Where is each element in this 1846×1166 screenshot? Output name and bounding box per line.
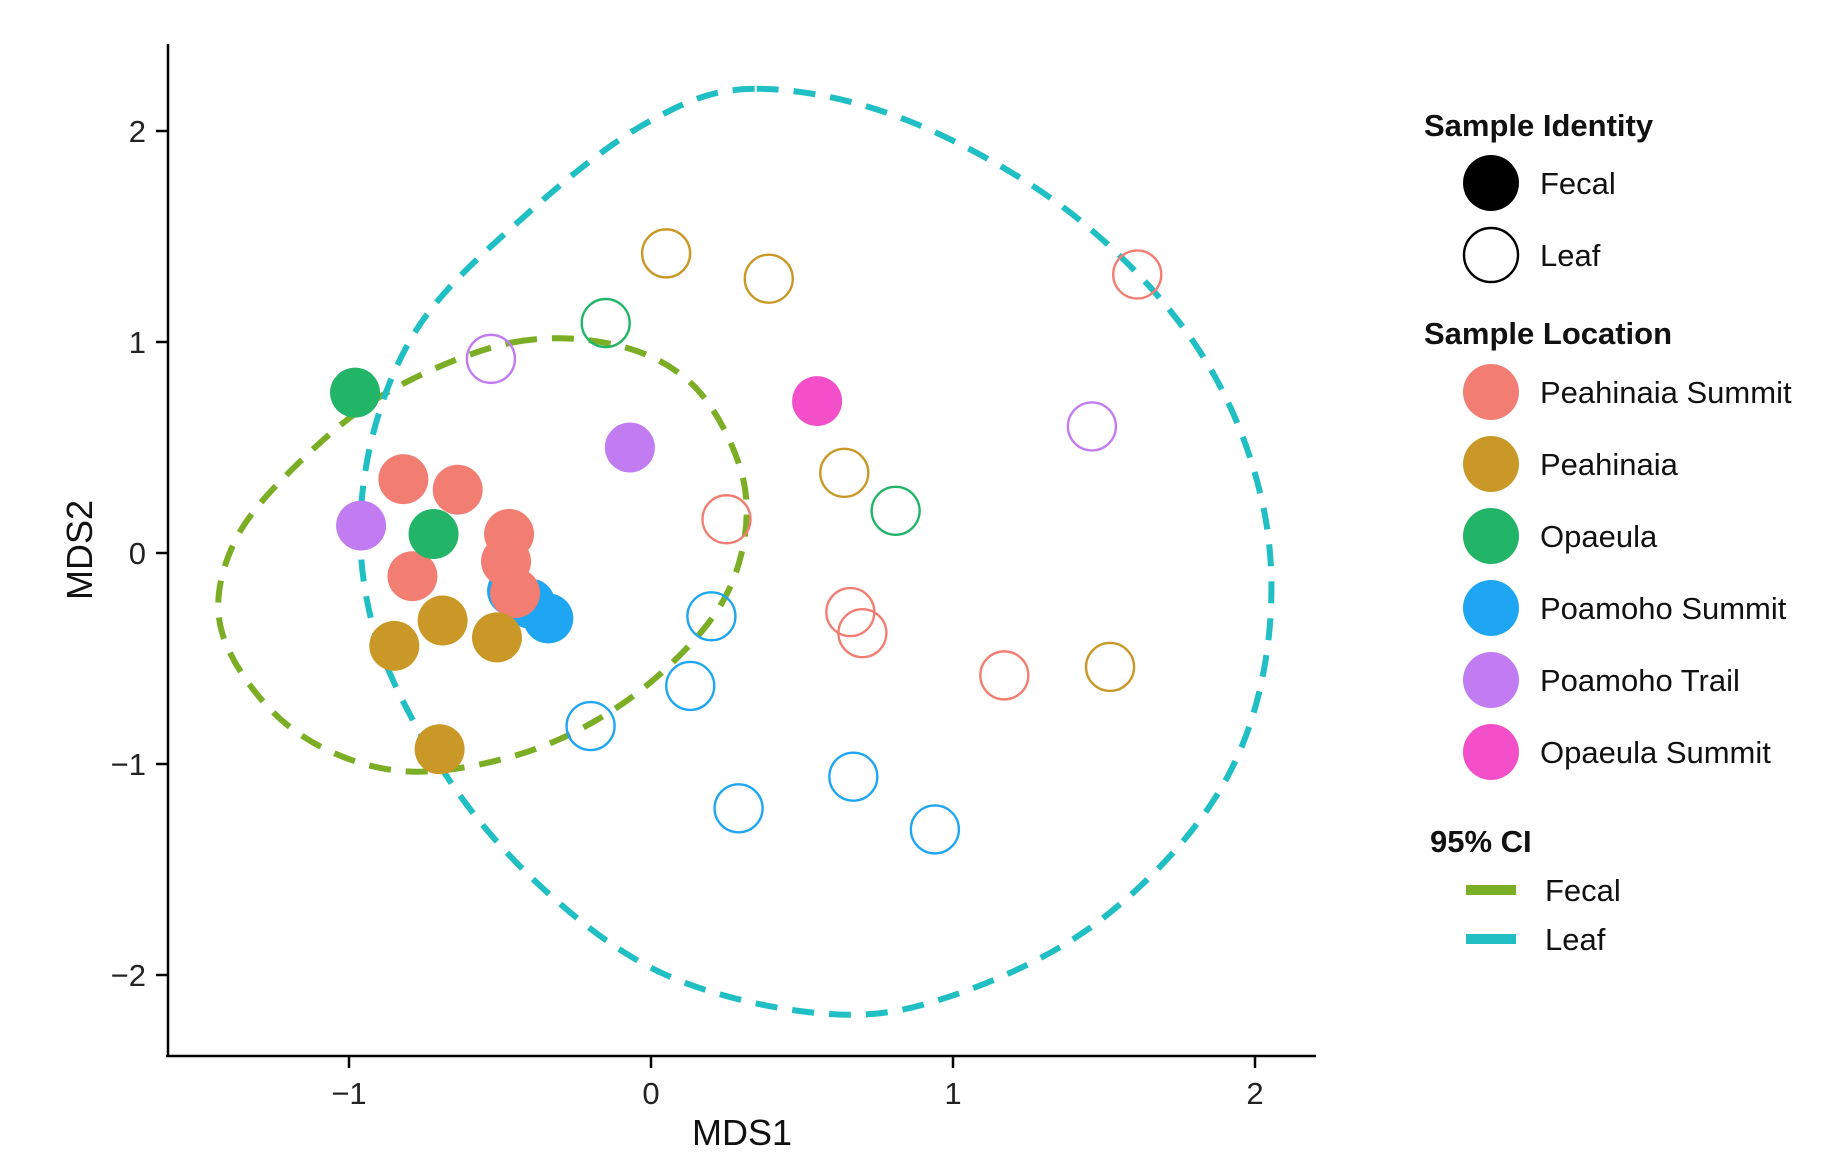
y-tick-label: 0 [129,536,146,571]
point-leaf-peahinaia-summit [979,650,1030,701]
point-leaf-poamoho-summit [713,783,764,834]
legend-identity-swatch-leaf [1462,226,1520,284]
point-fecal-opaeula [408,509,459,560]
y-tick-label: 1 [129,325,146,360]
legend-location-swatch-opaeula-summit [1463,724,1519,780]
point-leaf-poamoho-summit [686,591,737,642]
x-ticks: −1 0 1 2 [331,1056,1264,1111]
legend-identity-label: Leaf [1540,238,1601,273]
x-tick-label: −1 [331,1076,366,1111]
y-tick-label: −1 [111,747,146,782]
x-tick-label: 1 [944,1076,961,1111]
point-fecal-opaeula [330,367,381,418]
legend-location-items: Peahinaia Summit Peahinaia Opaeula Poamoho … [1463,364,1792,780]
point-fecal-peahinaia-summit [378,454,429,505]
point-fecal-peahinaia-summit [432,464,483,515]
point-fecal-peahinaia-summit [490,568,541,619]
point-fecal-peahinaia-summit [387,551,438,602]
confidence-ellipses [215,85,1275,1018]
point-leaf-peahinaia [1084,641,1136,693]
point-leaf-peahinaia [819,447,870,499]
legend-location-label: Opaeula Summit [1540,735,1771,770]
legend-location-swatch-poamoho-summit [1463,580,1519,636]
legend-location-title: Sample Location [1424,316,1672,351]
y-tick-label: 2 [129,114,146,149]
legend-identity-title: Sample Identity [1424,108,1654,143]
legend-ci-label: Leaf [1545,922,1606,957]
point-leaf-poamoho-trail [465,333,517,385]
point-fecal-poamoho-trail [604,422,655,473]
point-leaf-peahinaia-summit [1112,249,1163,300]
x-tick-label: 0 [642,1076,659,1111]
y-tick-label: −2 [111,958,146,993]
point-leaf-peahinaia-summit [837,607,888,659]
axes: −1 0 1 2 2 1 0 −1 −2 MDS1 MDS2 [59,44,1316,1153]
legend-location-label: Poamoho Summit [1540,591,1787,626]
legend-location-swatch-opaeula [1463,508,1519,564]
point-fecal-peahinaia [417,595,468,646]
legend-location-swatch-peahinaia-summit [1463,364,1519,420]
point-fecal-poamoho-trail [336,500,387,551]
legend-location-swatch-poamoho-trail [1463,652,1519,708]
point-fecal-peahinaia [471,612,522,663]
data-points [330,228,1163,855]
point-leaf-peahinaia [640,228,692,279]
point-fecal-opaeula-summit [792,376,843,427]
point-leaf-poamoho-summit [909,804,961,855]
legend-ci-label: Fecal [1545,873,1621,908]
legend-location-label: Poamoho Trail [1540,663,1740,698]
x-axis-title: MDS1 [692,1112,792,1153]
point-leaf-poamoho-summit [565,700,616,752]
point-leaf-peahinaia [743,253,794,304]
point-leaf-poamoho-summit [828,751,879,802]
legend-location-label: Peahinaia [1540,447,1679,482]
point-leaf-poamoho-trail [1066,401,1118,452]
point-leaf-peahinaia-summit [701,494,752,545]
ci-ellipse-fecal [215,335,750,775]
legend-identity-label: Fecal [1540,166,1616,201]
legend-identity-items: Fecal Leaf [1462,155,1616,284]
point-leaf-poamoho-summit [665,660,716,712]
point-leaf-opaeula [580,297,631,349]
point-fecal-peahinaia [414,724,465,775]
point-leaf-opaeula [870,485,921,536]
legend-location-label: Peahinaia Summit [1540,375,1792,410]
ci-ellipse-leaf [357,85,1275,1018]
legend-identity-swatch-fecal [1463,155,1519,211]
point-fecal-peahinaia [369,620,420,671]
legend-ci-title: 95% CI [1430,824,1532,859]
legend-location-label: Opaeula [1540,519,1658,554]
legend-location-swatch-peahinaia [1463,436,1519,492]
y-axis-title: MDS2 [59,500,100,600]
legend-ci-items: Fecal Leaf [1466,873,1621,957]
x-tick-label: 2 [1246,1076,1263,1111]
y-ticks: 2 1 0 −1 −2 [111,114,168,993]
legend: Sample Identity Fecal Leaf Sample Locatio… [1424,108,1792,957]
